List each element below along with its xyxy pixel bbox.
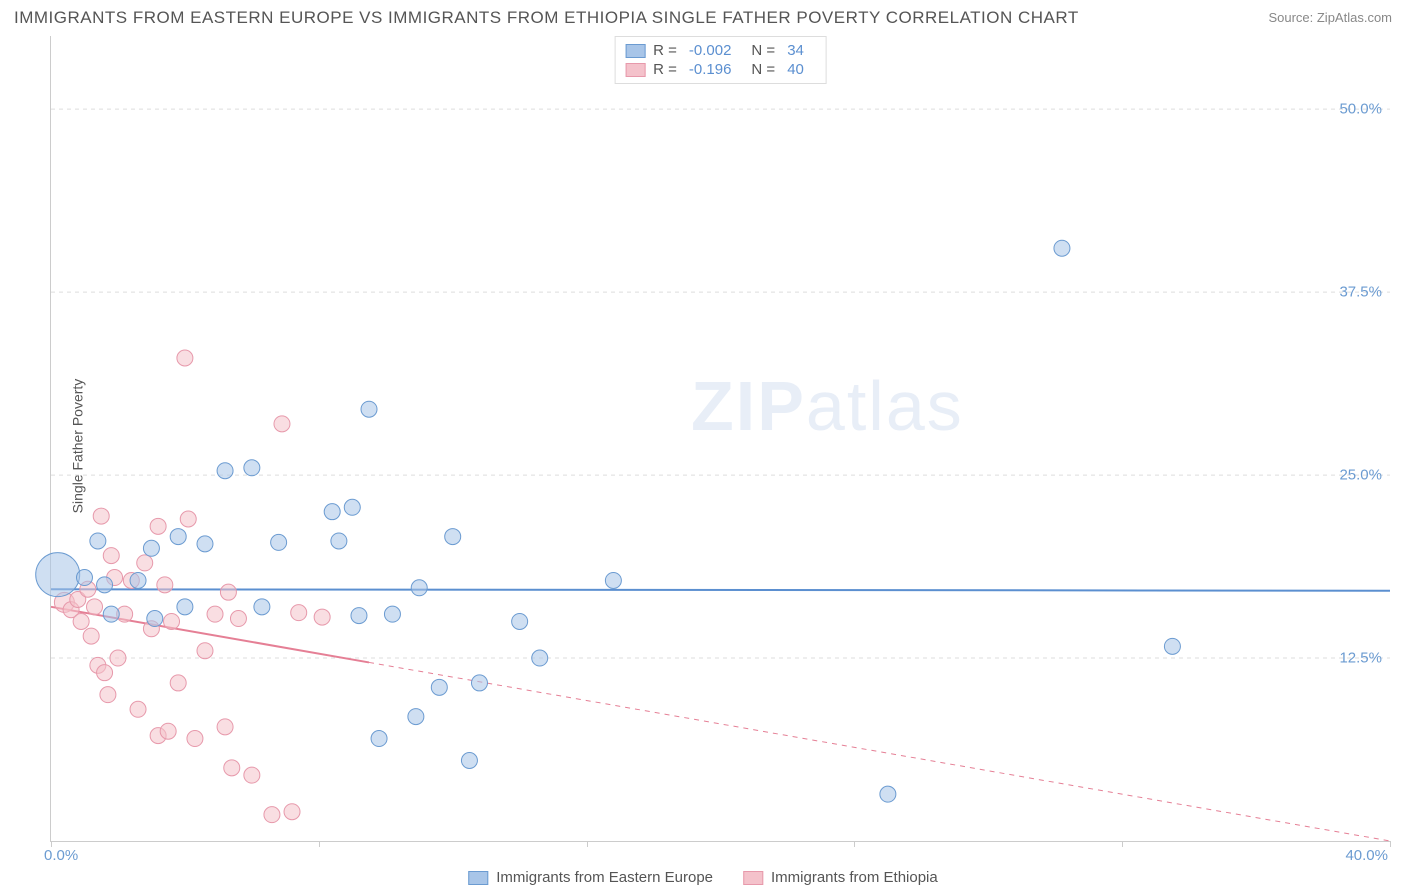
scatter-point — [150, 518, 166, 534]
scatter-point — [224, 760, 240, 776]
scatter-point — [93, 508, 109, 524]
scatter-point — [170, 675, 186, 691]
scatter-point — [87, 599, 103, 615]
scatter-point — [512, 613, 528, 629]
scatter-point — [110, 650, 126, 666]
scatter-point — [177, 350, 193, 366]
scatter-point — [197, 536, 213, 552]
scatter-point — [130, 701, 146, 717]
y-tick-label: 37.5% — [1339, 284, 1382, 301]
scatter-point — [170, 529, 186, 545]
scatter-point — [880, 786, 896, 802]
legend-n-value-2: 40 — [787, 61, 804, 78]
scatter-point — [314, 609, 330, 625]
scatter-point — [471, 675, 487, 691]
source-attribution: Source: ZipAtlas.com — [1268, 10, 1392, 25]
x-axis-tick-left: 0.0% — [44, 847, 78, 864]
y-tick-label: 12.5% — [1339, 650, 1382, 667]
x-tick-mark — [854, 841, 855, 847]
scatter-point — [197, 643, 213, 659]
scatter-point — [291, 605, 307, 621]
scatter-point — [274, 416, 290, 432]
legend-stats-box: R = -0.002 N = 34 R = -0.196 N = 40 — [614, 36, 827, 84]
scatter-point — [431, 679, 447, 695]
scatter-point — [384, 606, 400, 622]
legend-swatch-pink — [743, 871, 763, 885]
scatter-point — [164, 613, 180, 629]
legend-n-label: N = — [751, 42, 775, 59]
scatter-point — [1164, 638, 1180, 654]
scatter-point — [244, 767, 260, 783]
scatter-point — [177, 599, 193, 615]
scatter-point — [103, 606, 119, 622]
scatter-point — [411, 580, 427, 596]
scatter-point — [187, 731, 203, 747]
scatter-point — [220, 584, 236, 600]
legend-r-label: R = — [653, 42, 677, 59]
plot-area: ZIPatlas R = -0.002 N = 34 R = -0.196 N … — [50, 36, 1390, 842]
legend-r-value-1: -0.002 — [689, 42, 732, 59]
scatter-point — [160, 723, 176, 739]
legend-n-label: N = — [751, 61, 775, 78]
legend-r-label: R = — [653, 61, 677, 78]
scatter-point — [284, 804, 300, 820]
legend-stats-row-1: R = -0.002 N = 34 — [625, 41, 816, 60]
y-tick-label: 25.0% — [1339, 467, 1382, 484]
legend-label-1: Immigrants from Eastern Europe — [496, 869, 713, 886]
scatter-point — [371, 731, 387, 747]
x-tick-mark — [1390, 841, 1391, 847]
scatter-point — [361, 401, 377, 417]
legend-label-2: Immigrants from Ethiopia — [771, 869, 938, 886]
chart-title: IMMIGRANTS FROM EASTERN EUROPE VS IMMIGR… — [14, 8, 1079, 28]
scatter-point — [143, 540, 159, 556]
scatter-point — [217, 463, 233, 479]
scatter-point — [36, 553, 80, 597]
scatter-point — [344, 499, 360, 515]
scatter-point — [97, 577, 113, 593]
scatter-point — [147, 611, 163, 627]
scatter-point — [157, 577, 173, 593]
scatter-point — [97, 665, 113, 681]
scatter-point — [532, 650, 548, 666]
legend-bottom: Immigrants from Eastern Europe Immigrant… — [468, 869, 937, 886]
scatter-point — [83, 628, 99, 644]
legend-item-eastern-europe: Immigrants from Eastern Europe — [468, 869, 713, 886]
x-tick-mark — [1122, 841, 1123, 847]
scatter-point — [100, 687, 116, 703]
scatter-point — [207, 606, 223, 622]
scatter-point — [244, 460, 260, 476]
scatter-point — [264, 807, 280, 823]
x-tick-mark — [587, 841, 588, 847]
scatter-point — [130, 572, 146, 588]
scatter-point — [605, 572, 621, 588]
legend-swatch-blue — [468, 871, 488, 885]
legend-stats-row-2: R = -0.196 N = 40 — [625, 60, 816, 79]
scatter-point — [1054, 240, 1070, 256]
scatter-point — [408, 709, 424, 725]
scatter-point — [103, 548, 119, 564]
scatter-point — [324, 504, 340, 520]
scatter-point — [180, 511, 196, 527]
x-axis-tick-right: 40.0% — [1345, 847, 1388, 864]
legend-swatch-blue — [625, 44, 645, 58]
scatter-point — [461, 753, 477, 769]
scatter-point — [445, 529, 461, 545]
chart-svg — [51, 36, 1390, 841]
legend-r-value-2: -0.196 — [689, 61, 732, 78]
scatter-point — [137, 555, 153, 571]
scatter-point — [254, 599, 270, 615]
x-tick-mark — [319, 841, 320, 847]
scatter-point — [271, 534, 287, 550]
scatter-point — [76, 570, 92, 586]
y-tick-label: 50.0% — [1339, 101, 1382, 118]
legend-item-ethiopia: Immigrants from Ethiopia — [743, 869, 938, 886]
legend-swatch-pink — [625, 63, 645, 77]
scatter-point — [73, 613, 89, 629]
scatter-point — [90, 533, 106, 549]
scatter-point — [230, 611, 246, 627]
legend-n-value-1: 34 — [787, 42, 804, 59]
scatter-point — [331, 533, 347, 549]
scatter-point — [217, 719, 233, 735]
scatter-point — [351, 608, 367, 624]
